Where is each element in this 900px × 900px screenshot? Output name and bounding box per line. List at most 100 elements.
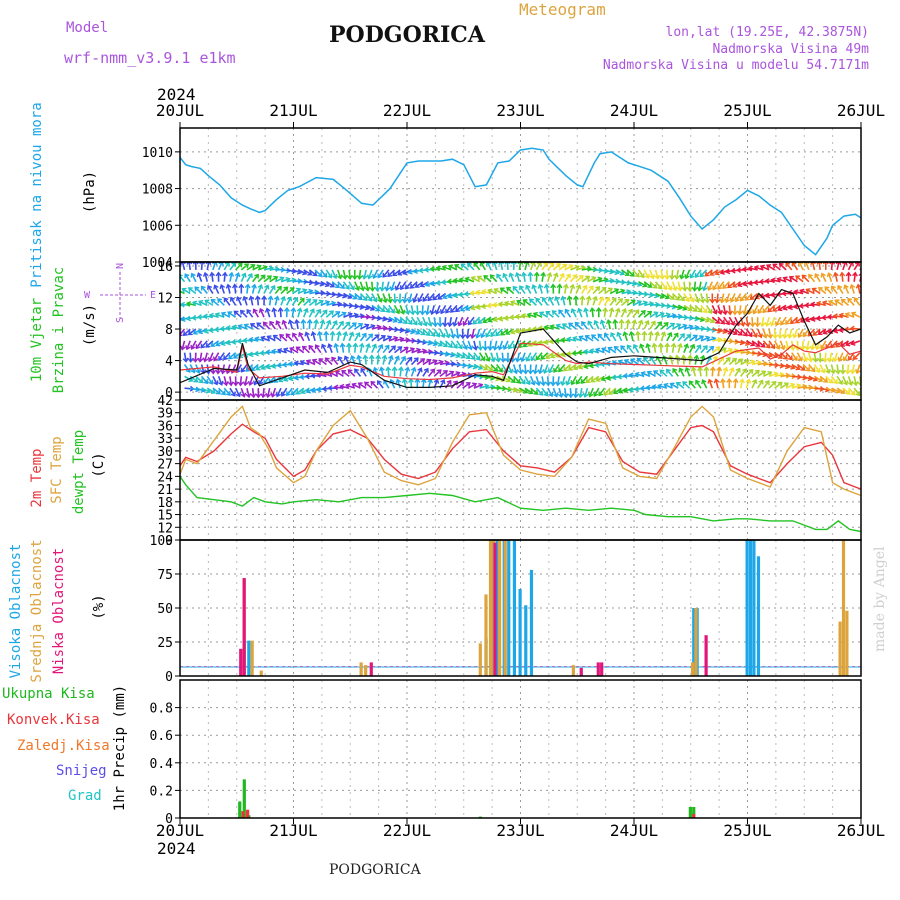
wind-arrow: [525, 285, 532, 294]
wind-arrow-head: [587, 392, 594, 398]
wind-arrow: [417, 293, 424, 302]
wind-arrow-head: [499, 287, 505, 293]
wind-arrow-head: [309, 308, 315, 314]
wind-arrow-head: [271, 348, 277, 355]
wind-arrow: [371, 281, 374, 291]
wind-arrow: [562, 323, 571, 330]
wind-arrow: [717, 281, 725, 290]
wind-arrow-head: [283, 307, 290, 312]
wind-arrow: [581, 321, 589, 330]
wind-arrow: [405, 281, 413, 290]
wind-arrow-head: [272, 334, 278, 340]
wind-arrow: [385, 281, 390, 291]
wind-arrow-head: [459, 306, 465, 312]
wind-arrow-head: [244, 263, 250, 269]
wind-arrow: [269, 276, 278, 283]
wind-arrow-head: [581, 321, 586, 326]
bar-clouds-1: [478, 643, 482, 676]
wind-arrow-head: [209, 271, 216, 277]
wind-arrow: [309, 280, 319, 285]
wind-arrow-head: [339, 342, 346, 348]
wind-arrow-head: [565, 273, 571, 279]
wind-arrow: [846, 364, 850, 374]
wind-arrow: [462, 352, 471, 359]
wind-arrow: [303, 298, 311, 306]
wind-arrow: [819, 375, 828, 383]
wind-arrow: [535, 297, 543, 306]
wind-arrow: [272, 308, 277, 318]
wind-arrow-head: [472, 319, 478, 325]
wind-arrow: [203, 352, 209, 362]
wind-arrow: [427, 328, 435, 337]
wind-arrow: [473, 340, 477, 350]
wind-arrow: [632, 269, 640, 278]
wind-arrow-head: [694, 297, 701, 304]
wind-arrow-head: [577, 393, 584, 399]
wind-arrow-head: [674, 354, 681, 360]
wind-arrow-head: [304, 331, 310, 337]
wind-arrow: [569, 284, 574, 294]
wind-arrow-head: [730, 267, 736, 274]
wind-arrow-head: [356, 275, 363, 280]
wind-arrow-head: [427, 321, 434, 328]
wind-arrow-head: [213, 380, 219, 386]
wind-arrow: [394, 328, 404, 332]
wind-arrow-head: [449, 333, 456, 339]
wind-arrow-head: [600, 375, 606, 382]
wind-arrow: [266, 387, 271, 398]
wind-arrow: [808, 274, 816, 283]
wind-arrow-head: [810, 262, 816, 266]
wind-arrow: [281, 387, 288, 397]
wind-arrow: [191, 273, 197, 283]
page-title: PODGORICA: [329, 22, 485, 48]
wind-arrow-head: [669, 382, 675, 388]
wind-arrow-head: [592, 295, 598, 301]
wind-arrow: [448, 265, 458, 271]
wind-arrow: [462, 363, 472, 368]
wind-arrow: [688, 380, 696, 389]
wind-arrow: [649, 303, 659, 307]
wind-arrow: [263, 266, 273, 271]
wind-arrow: [621, 299, 629, 306]
wind-arrow-head: [613, 346, 619, 351]
wind-arrow-head: [341, 369, 347, 375]
wind-arrow-head: [213, 284, 219, 290]
wind-arrow-head: [520, 313, 526, 319]
wind-arrow: [717, 305, 722, 315]
wind-arrow: [670, 382, 679, 389]
wind-arrow-head: [572, 274, 578, 280]
wind-arrow: [796, 363, 806, 371]
wind-arrow-head: [509, 314, 515, 321]
footer-station: PODGORICA: [329, 862, 421, 878]
wind-arrow-head: [838, 312, 844, 319]
wind-arrow-head: [527, 369, 534, 375]
wind-arrow: [210, 272, 214, 282]
wind-arrow: [354, 314, 364, 318]
wind-arrow-head: [543, 324, 549, 331]
wind-arrow-head: [814, 345, 821, 351]
wind-arrow-head: [313, 319, 320, 325]
wind-arrow-head: [346, 275, 353, 280]
wind-arrow: [671, 281, 677, 291]
compass-south: S: [115, 317, 126, 323]
wind-arrow: [291, 387, 299, 396]
wind-arrow: [685, 367, 691, 377]
wind-arrow-head: [434, 309, 441, 315]
wind-arrow: [850, 327, 860, 330]
wind-arrow-head: [227, 354, 233, 360]
wind-arrow: [227, 284, 231, 294]
wind-arrow-head: [395, 378, 402, 384]
wind-arrow: [547, 262, 555, 271]
wind-arrow: [607, 320, 611, 330]
wind-arrow-head: [651, 384, 657, 390]
wind-arrow: [735, 293, 742, 302]
wind-arrow-head: [613, 389, 619, 395]
wind-arrow: [604, 279, 614, 283]
wind-arrow-head: [697, 366, 703, 372]
bar-clouds-1: [484, 594, 488, 676]
wind-arrow: [319, 320, 325, 330]
wind-arrow: [337, 292, 347, 298]
wind-arrow-head: [435, 279, 441, 286]
ylabel-cloud-unit: (%): [91, 594, 107, 619]
wind-arrow: [638, 281, 647, 287]
